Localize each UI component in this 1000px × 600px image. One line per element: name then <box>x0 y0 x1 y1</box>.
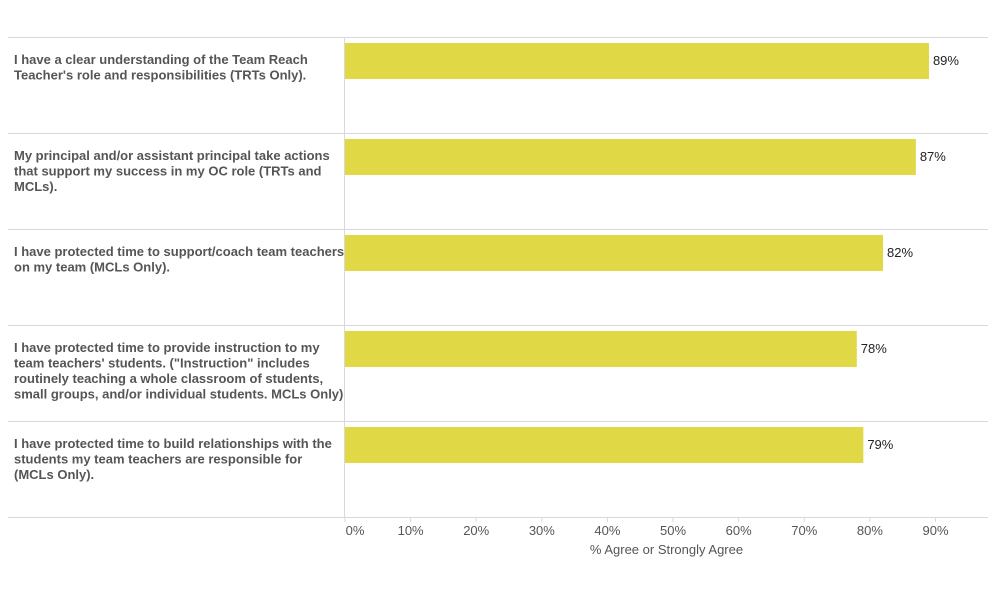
x-tick-label: 30% <box>529 523 555 538</box>
bar <box>345 331 857 367</box>
category-label: I have protected time to provide instruc… <box>14 340 343 402</box>
category-labels: I have a clear understanding of the Team… <box>14 52 344 482</box>
x-tick-label: 40% <box>594 523 620 538</box>
category-label: I have protected time to build relations… <box>14 436 332 482</box>
bar <box>345 427 864 463</box>
value-label: 79% <box>867 437 893 452</box>
x-axis-ticks: 0% 10% 20% 30% 40% 50% 60% 70% 80% 90% <box>344 517 949 538</box>
value-label: 78% <box>861 341 887 356</box>
category-label: I have a clear understanding of the Team… <box>14 52 308 83</box>
x-tick-label: 20% <box>463 523 489 538</box>
bar <box>345 235 884 271</box>
x-axis-title: % Agree or Strongly Agree <box>590 542 743 557</box>
bar <box>345 139 916 175</box>
category-label: My principal and/or assistant principal … <box>14 148 330 194</box>
bar <box>345 43 929 79</box>
x-tick-label: 0% <box>346 523 365 538</box>
value-labels: 89% 87% 82% 78% 79% <box>861 53 960 452</box>
x-tick-label: 60% <box>726 523 752 538</box>
bars-group <box>345 43 929 463</box>
value-label: 89% <box>933 53 959 68</box>
x-tick-label: 10% <box>398 523 424 538</box>
x-tick-label: 80% <box>857 523 883 538</box>
value-label: 87% <box>920 149 946 164</box>
chart-frame <box>8 37 988 518</box>
category-label: I have protected time to support/coach t… <box>14 244 344 275</box>
x-tick-label: 50% <box>660 523 686 538</box>
x-tick-label: 70% <box>791 523 817 538</box>
x-tick-label: 90% <box>922 523 948 538</box>
value-label: 82% <box>887 245 913 260</box>
